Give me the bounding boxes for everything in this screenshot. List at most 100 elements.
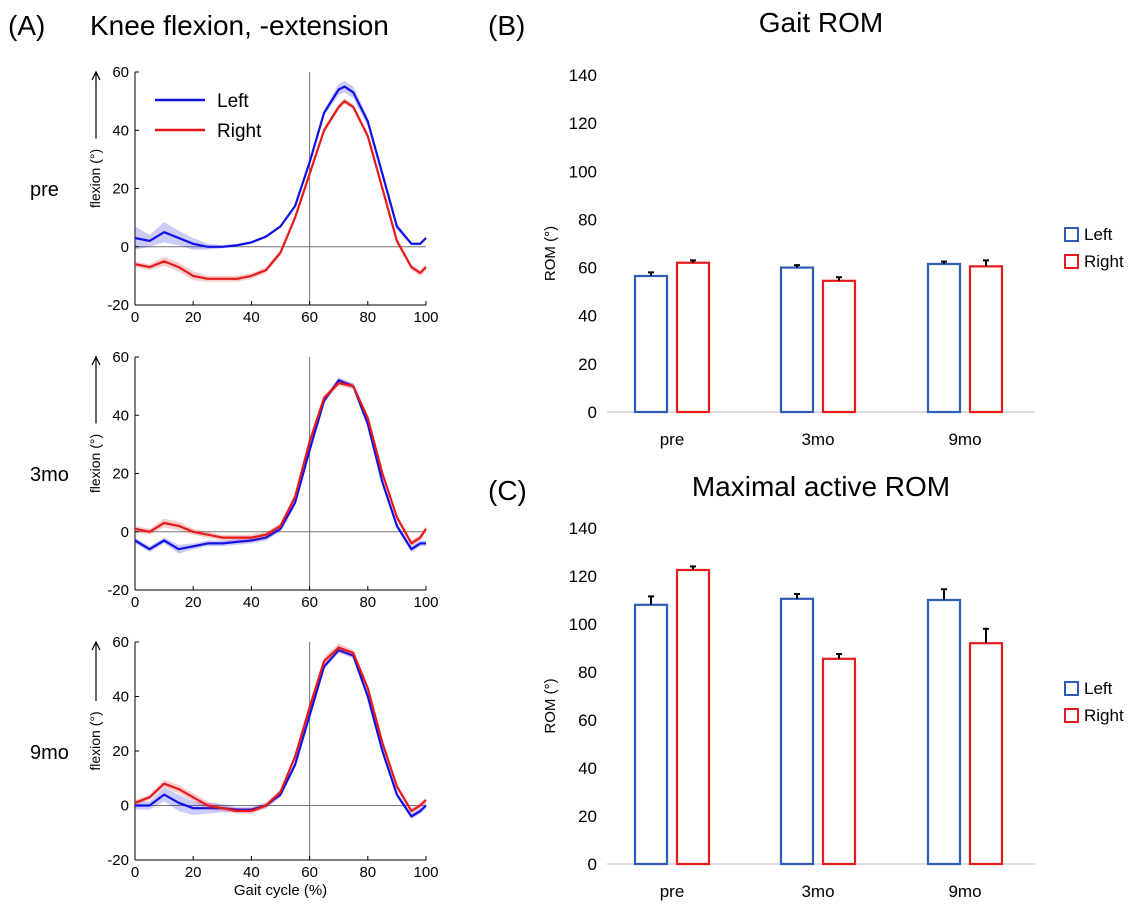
- y-tick-label: 20: [112, 181, 129, 198]
- series-line-right: [134, 646, 427, 813]
- band-right: [135, 380, 426, 547]
- y-tick-label: -20: [107, 852, 129, 869]
- x-tick-label: 0: [131, 864, 139, 881]
- bar-chart-c: Maximal active ROM 0 20 40 60 80 100 120 140 ROM …: [542, 471, 1124, 901]
- x-tick-label: pre: [660, 882, 685, 901]
- chart-title: Maximal active ROM: [692, 471, 950, 502]
- y-tick-label: 40: [112, 407, 129, 424]
- x-tick-label: 0: [131, 594, 139, 611]
- legend-label-right: Right: [1084, 252, 1124, 271]
- y-arrow-head: [91, 640, 101, 651]
- y-axis-label: flexion (°): [87, 434, 103, 493]
- y-tick-label: 100: [569, 615, 597, 634]
- bar-left-3mo: [779, 597, 815, 866]
- bar-left-9mo: [926, 262, 962, 414]
- x-tick-label: 60: [301, 594, 318, 611]
- bar-right-pre: [675, 568, 711, 866]
- y-tick-label: -20: [107, 297, 129, 314]
- series-line-right: [134, 100, 427, 280]
- x-tick-label: 3mo: [801, 430, 834, 449]
- y-tick-label: 60: [578, 711, 597, 730]
- bar-left-pre: [633, 274, 669, 414]
- legend-swatch-right: [1064, 708, 1079, 723]
- bar-left-3mo: [779, 266, 815, 414]
- x-tick-label: 0: [131, 309, 139, 326]
- bar-right-9mo: [968, 265, 1004, 414]
- y-tick-label: 120: [569, 114, 597, 133]
- y-tick-label: 40: [578, 759, 597, 778]
- legend-label-left: Left: [1084, 679, 1113, 698]
- y-tick-label: -20: [107, 582, 129, 599]
- bar-right-3mo: [821, 657, 857, 866]
- y-tick-label: 0: [121, 798, 129, 815]
- legend-swatch-left: [1064, 681, 1079, 696]
- y-arrow-head: [91, 355, 101, 366]
- x-tick-label: 3mo: [801, 882, 834, 901]
- y-tick-label: 140: [569, 519, 597, 538]
- x-tick-label: pre: [660, 430, 685, 449]
- x-tick-label: 20: [185, 309, 202, 326]
- y-tick-label: 40: [112, 122, 129, 139]
- series-line-left: [134, 379, 426, 551]
- y-tick-label: 0: [121, 239, 129, 256]
- legend-label-right: Right: [1084, 706, 1124, 725]
- legend-swatch-right: [1064, 254, 1079, 269]
- y-tick-label: 100: [569, 162, 597, 181]
- x-tick-label: 80: [359, 309, 376, 326]
- panel-a-letter: (A): [8, 10, 45, 41]
- series-line-left: [134, 85, 427, 248]
- x-tick-label: 9mo: [948, 882, 981, 901]
- x-tick-label: 80: [359, 594, 376, 611]
- series-line-right: [134, 382, 427, 545]
- y-axis-label: flexion (°): [87, 149, 103, 208]
- bar-chart-b: Gait ROM 0 20 40 60 80 100 120 140 ROM (°) pre 3mo 9…: [542, 7, 1124, 449]
- panel-c-letter: (C): [488, 475, 527, 506]
- y-tick-label: 40: [112, 689, 129, 706]
- row-label-3mo: 3mo: [30, 464, 69, 486]
- y-tick-label: 20: [112, 466, 129, 483]
- bar-left-9mo: [926, 598, 962, 866]
- band-left: [135, 80, 426, 250]
- bar-right-9mo: [968, 642, 1004, 866]
- x-tick-label: 40: [243, 864, 260, 881]
- x-tick-label: 100: [413, 309, 438, 326]
- legend-swatch-left: [1064, 227, 1079, 242]
- series-line-left: [135, 649, 427, 818]
- x-tick-label: 40: [243, 594, 260, 611]
- x-tick-label: 100: [413, 864, 438, 881]
- legend-label-right: Right: [217, 121, 262, 142]
- y-axis-label: ROM (°): [542, 678, 559, 733]
- bar-right-pre: [675, 261, 711, 414]
- x-tick-label: 100: [413, 594, 438, 611]
- row-label-pre: pre: [30, 179, 59, 201]
- y-tick-label: 80: [578, 663, 597, 682]
- y-tick-label: 0: [121, 524, 129, 541]
- y-tick-label: 40: [578, 307, 597, 326]
- y-axis-label: ROM (°): [542, 226, 559, 281]
- y-tick-label: 20: [578, 807, 597, 826]
- y-tick-label: 0: [588, 855, 597, 874]
- y-tick-label: 80: [578, 210, 597, 229]
- x-tick-label: 9mo: [948, 430, 981, 449]
- y-arrow-head: [91, 70, 101, 81]
- x-tick-label: 60: [301, 864, 318, 881]
- panel-b-letter: (B): [488, 10, 525, 41]
- x-tick-label: 20: [185, 594, 202, 611]
- y-tick-label: 20: [578, 355, 597, 374]
- x-tick-label: 40: [243, 309, 260, 326]
- legend-label-left: Left: [217, 91, 249, 112]
- y-tick-label: 140: [569, 66, 597, 85]
- row-label-9mo: 9mo: [30, 742, 69, 764]
- y-tick-label: 60: [112, 64, 129, 81]
- band-right: [135, 98, 426, 282]
- y-tick-label: 60: [578, 259, 597, 278]
- y-axis-label: flexion (°): [87, 711, 103, 770]
- y-tick-label: 60: [112, 349, 129, 366]
- y-tick-label: 60: [112, 634, 129, 651]
- chart-title: Gait ROM: [759, 7, 883, 38]
